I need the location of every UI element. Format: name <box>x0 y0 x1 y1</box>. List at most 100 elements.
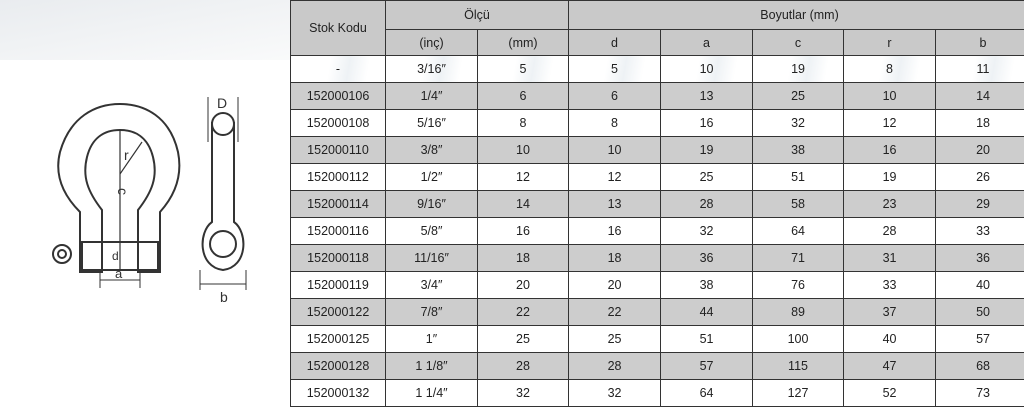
subheader-cell: (inç) <box>386 30 478 56</box>
shackle-side-view: D b <box>200 95 246 305</box>
header-dimensions: Boyutlar (mm) <box>569 1 1024 30</box>
table-cell: 20 <box>569 272 661 299</box>
table-cell: 33 <box>936 218 1024 245</box>
label-c: c <box>115 188 131 195</box>
table-cell: 28 <box>569 353 661 380</box>
table-cell: 8 <box>844 56 936 83</box>
stock-code-cell: 152000118 <box>291 245 386 272</box>
table-cell: 100 <box>753 326 844 353</box>
label-a: a <box>115 266 123 281</box>
table-cell: 28 <box>478 353 569 380</box>
table-cell: 127 <box>753 380 844 407</box>
table-cell: 18 <box>569 245 661 272</box>
stock-code-cell: 152000119 <box>291 272 386 299</box>
table-cell: 22 <box>569 299 661 326</box>
table-cell: 9/16″ <box>386 191 478 218</box>
table-cell: 5 <box>569 56 661 83</box>
table-cell: 18 <box>936 110 1024 137</box>
table-cell: 16 <box>661 110 753 137</box>
label-b: b <box>220 289 228 305</box>
table-cell: 52 <box>844 380 936 407</box>
table-cell: 76 <box>753 272 844 299</box>
table-cell: 13 <box>661 83 753 110</box>
table-cell: 3/16″ <box>386 56 478 83</box>
table-cell: 36 <box>661 245 753 272</box>
shackle-technical-drawing: r c d a D b <box>20 92 270 312</box>
table-cell: 38 <box>753 137 844 164</box>
table-cell: 8 <box>569 110 661 137</box>
table-cell: 16 <box>569 218 661 245</box>
table-cell: 64 <box>753 218 844 245</box>
table-cell: 36 <box>936 245 1024 272</box>
stock-code-cell: 152000122 <box>291 299 386 326</box>
table-cell: 51 <box>753 164 844 191</box>
table-cell: 28 <box>844 218 936 245</box>
table-cell: 16 <box>478 218 569 245</box>
table-cell: 25 <box>569 326 661 353</box>
table-cell: 10 <box>661 56 753 83</box>
table-cell: 1 1/8″ <box>386 353 478 380</box>
label-d: d <box>112 249 119 263</box>
table-cell: 1 1/4″ <box>386 380 478 407</box>
table-cell: 57 <box>936 326 1024 353</box>
stock-code-cell: 152000110 <box>291 137 386 164</box>
label-r: r <box>124 147 129 163</box>
stock-code-cell: 152000108 <box>291 110 386 137</box>
table-cell: 25 <box>661 164 753 191</box>
table-cell: 32 <box>753 110 844 137</box>
table-cell: 16 <box>844 137 936 164</box>
shackle-front-view: r c d a <box>53 104 179 288</box>
table-cell: 31 <box>844 245 936 272</box>
subheader-cell: b <box>936 30 1024 56</box>
subheader-cell: c <box>753 30 844 56</box>
table-cell: 22 <box>478 299 569 326</box>
table-cell: 1/2″ <box>386 164 478 191</box>
table-cell: 32 <box>569 380 661 407</box>
table-cell: 38 <box>661 272 753 299</box>
table-cell: 20 <box>936 137 1024 164</box>
table-cell: 28 <box>661 191 753 218</box>
table-cell: 33 <box>844 272 936 299</box>
table-cell: 19 <box>661 137 753 164</box>
label-d-top: D <box>217 95 227 111</box>
table-cell: 5 <box>478 56 569 83</box>
table-cell: 32 <box>661 218 753 245</box>
header-stock-code: Stok Kodu <box>291 1 386 56</box>
table-cell: 71 <box>753 245 844 272</box>
table-cell: 10 <box>569 137 661 164</box>
table-cell: 25 <box>753 83 844 110</box>
stock-code-cell: 152000116 <box>291 218 386 245</box>
table-cell: 8 <box>478 110 569 137</box>
table-cell: 10 <box>844 83 936 110</box>
table-cell: 115 <box>753 353 844 380</box>
stock-code-cell: 152000132 <box>291 380 386 407</box>
table-cell: 5/8″ <box>386 218 478 245</box>
table-cell: 12 <box>844 110 936 137</box>
table-cell: 5/16″ <box>386 110 478 137</box>
stock-code-cell: 152000106 <box>291 83 386 110</box>
table-cell: 44 <box>661 299 753 326</box>
table-cell: 64 <box>661 380 753 407</box>
table-cell: 12 <box>478 164 569 191</box>
table-cell: 13 <box>569 191 661 218</box>
table-cell: 3/4″ <box>386 272 478 299</box>
table-cell: 20 <box>478 272 569 299</box>
stock-code-cell: 152000114 <box>291 191 386 218</box>
stock-code-cell: 152000112 <box>291 164 386 191</box>
table-cell: 32 <box>478 380 569 407</box>
table-cell: 6 <box>569 83 661 110</box>
subheader-cell: (mm) <box>478 30 569 56</box>
table-cell: 7/8″ <box>386 299 478 326</box>
table-cell: 57 <box>661 353 753 380</box>
